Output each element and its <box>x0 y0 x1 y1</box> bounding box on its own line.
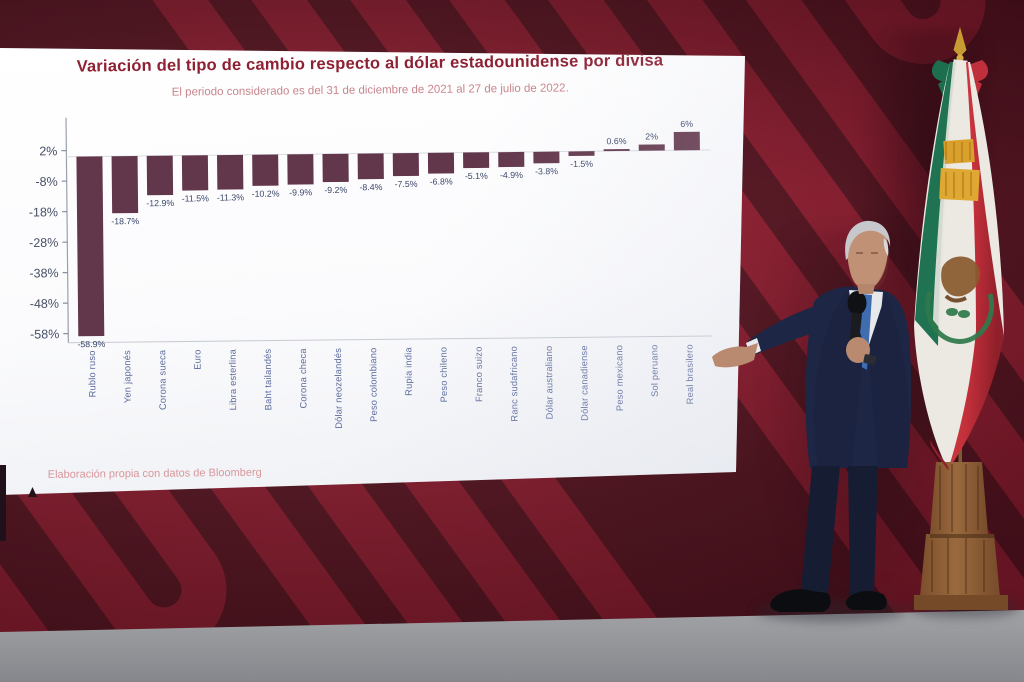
bar <box>357 153 384 180</box>
bar-value-label: -18.7% <box>111 216 139 226</box>
y-tick-label: -38% <box>29 266 58 280</box>
bar <box>568 151 595 157</box>
bar-value-label: -4.9% <box>500 170 523 180</box>
face <box>847 226 888 290</box>
bar-value-label: -6.8% <box>430 176 453 186</box>
flag-stand-lower <box>920 534 1000 597</box>
microphone-head <box>847 291 867 315</box>
hair-temple <box>883 238 889 256</box>
bar-value-label: 6% <box>680 119 693 129</box>
x-axis-line <box>68 335 713 344</box>
wristwatch <box>863 354 877 365</box>
y-tick-label: -18% <box>29 205 58 219</box>
category-label: Corona sueca <box>157 349 168 410</box>
flag-drape-shadow <box>930 440 949 470</box>
bar <box>498 151 525 168</box>
y-tick-label: -48% <box>30 297 59 311</box>
flag-finial-icon <box>953 27 967 57</box>
bar <box>673 131 700 151</box>
category-label: Peso chileno <box>438 347 449 403</box>
flag-stand-upper <box>930 462 988 534</box>
category-label: Dólar canadiense <box>579 345 590 421</box>
bar <box>322 153 349 183</box>
category-label: Libra esterlina <box>228 348 239 410</box>
jacket-lapel-right <box>868 293 910 468</box>
category-label: Rublo ruso <box>87 350 97 397</box>
category-label: Ranc sudafricano <box>509 346 520 422</box>
bar <box>217 154 244 190</box>
bar-value-label: -9.9% <box>289 187 312 197</box>
bar-value-label: -3.8% <box>535 166 558 176</box>
presenter <box>712 220 912 612</box>
category-label: Dólar australiano <box>544 346 555 420</box>
holding-hand <box>846 337 870 363</box>
bar <box>76 156 105 337</box>
shoe-left <box>770 589 831 612</box>
pointing-hand <box>712 343 758 368</box>
flag-gold-fringe <box>939 138 980 202</box>
flag-body-green <box>915 62 956 346</box>
category-label: Sol peruano <box>649 345 660 397</box>
flag-stand-base <box>914 595 1008 610</box>
gray-hair <box>845 220 891 260</box>
neck <box>857 284 875 294</box>
category-label: Rupia india <box>403 346 414 395</box>
screen-edge <box>0 465 6 541</box>
category-label: Dólar neozelandés <box>333 348 344 429</box>
category-label: Peso mexicano <box>614 345 625 411</box>
y-tick-label: -58% <box>30 327 59 341</box>
trouser-left <box>801 466 840 594</box>
bar-value-label: -1.5% <box>570 159 593 169</box>
coat-of-arms <box>925 256 995 344</box>
y-tick-label: 2% <box>39 144 57 158</box>
flag-stand <box>914 462 1008 610</box>
bar-value-label: -11.5% <box>182 193 210 203</box>
y-axis-line <box>65 117 69 343</box>
trouser-right <box>848 466 878 596</box>
bar <box>638 144 665 151</box>
bar <box>427 152 455 174</box>
shoe-right <box>845 590 887 610</box>
bar-value-label: -12.9% <box>146 198 174 208</box>
bar-value-label: 2% <box>645 131 658 141</box>
bar <box>146 155 174 196</box>
mexican-flag <box>914 27 1008 610</box>
bar-value-label: -8.4% <box>359 182 382 192</box>
bar-value-label: -5.1% <box>465 171 488 181</box>
bar-value-label: 0.6% <box>606 136 626 146</box>
category-label: Euro <box>192 349 202 370</box>
bar <box>111 155 139 214</box>
bar <box>533 151 560 164</box>
category-label: Franco suizo <box>474 346 485 402</box>
bar <box>392 153 419 177</box>
bar-value-label: -7.5% <box>395 179 418 189</box>
face-shading <box>872 252 889 290</box>
category-label: Baht tailandés <box>263 348 274 410</box>
slide: Variación del tipo de cambio respecto al… <box>0 48 745 495</box>
projection-screen: Variación del tipo de cambio respecto al… <box>0 48 745 495</box>
bar <box>287 154 314 185</box>
bar-chart: 2% -8% -18% -28% -38% -48% -58% -58.9%Rublo rus… <box>29 117 713 429</box>
bar-value-label: -9.2% <box>324 185 347 195</box>
chart-source: Elaboración propia con datos de Bloomber… <box>47 466 262 481</box>
category-label: Corona checa <box>298 348 309 409</box>
bar <box>603 148 630 152</box>
y-tick-label: -8% <box>35 175 57 189</box>
category-label: Real brasilero <box>684 344 695 404</box>
bar-value-label: -58.9% <box>77 339 105 349</box>
category-label: Yen japonés <box>122 350 133 403</box>
category-label: Peso colombiano <box>368 347 379 421</box>
bar <box>463 152 490 169</box>
screen-clamp <box>28 487 37 497</box>
bar-value-label: -10.2% <box>252 189 280 199</box>
zero-line <box>66 149 711 158</box>
y-tick-label: -28% <box>29 236 58 250</box>
bar-value-label: -11.3% <box>217 192 245 202</box>
bar <box>252 154 279 186</box>
bar <box>181 155 209 191</box>
